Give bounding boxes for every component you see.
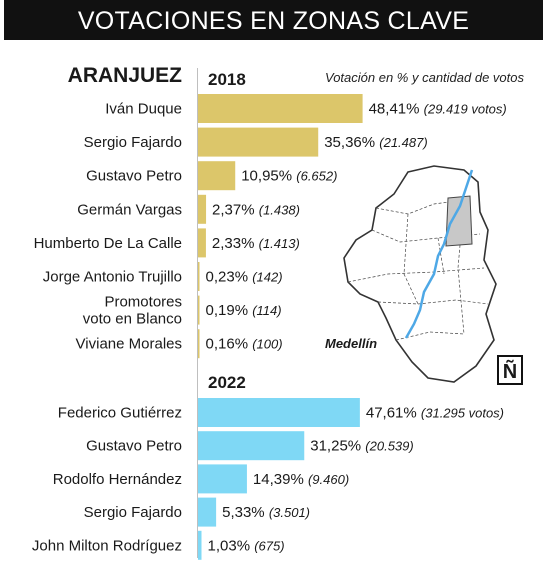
value-label-2018-4: 2,33% (1.413)	[212, 235, 300, 252]
value-label-2018-3: 2,37% (1.438)	[212, 201, 300, 218]
value-label-2022-3: 5,33% (3.501)	[222, 504, 310, 521]
bar-2018-2	[198, 161, 236, 191]
bar-2022-3	[198, 497, 217, 527]
value-label-2022-2: 14,39% (9.460)	[253, 471, 349, 488]
year-2022-label: 2022	[208, 373, 246, 392]
category-label-2018-1: Sergio Fajardo	[84, 134, 182, 151]
bar-2018-1	[198, 127, 319, 157]
category-label-2018-5: Jorge Antonio Trujillo	[43, 269, 182, 286]
value-label-2018-6: 0,19% (114)	[206, 302, 282, 319]
category-label-2018-4: Humberto De La Calle	[34, 235, 182, 252]
aranjuez-zone	[445, 195, 473, 247]
value-label-2022-4: 1,03% (675)	[208, 537, 285, 554]
city-label: Medellín	[325, 336, 378, 351]
bar-2018-0	[198, 94, 363, 123]
bar-2022-0	[198, 398, 360, 427]
category-label-2018-0: Iván Duque	[105, 101, 182, 118]
value-label-2022-0: 47,61% (31.295 votos)	[366, 405, 504, 422]
category-label-2022-2: Rodolfo Hernández	[53, 471, 182, 488]
category-label-2022-0: Federico Gutiérrez	[58, 405, 182, 422]
category-label-2018-2: Gustavo Petro	[86, 168, 182, 185]
value-label-2018-1: 35,36% (21.487)	[324, 134, 427, 151]
bar-2018-7	[198, 329, 200, 359]
bar-2018-6	[198, 295, 200, 325]
value-label-2018-0: 48,41% (29.419 votos)	[369, 101, 507, 118]
bar-2022-1	[198, 431, 305, 461]
category-label-2018-3: Germán Vargas	[77, 201, 182, 218]
map-icon	[343, 165, 497, 383]
value-label-2018-5: 0,23% (142)	[206, 269, 283, 286]
chart-title: VOTACIONES EN ZONAS CLAVE	[4, 0, 543, 40]
axis-divider	[197, 68, 198, 558]
year-2018-label: 2018	[208, 70, 246, 89]
bar-2018-4	[198, 228, 206, 258]
bar-2022-4	[198, 530, 202, 560]
value-label-2018-2: 10,95% (6.652)	[241, 168, 337, 185]
category-label-2022-3: Sergio Fajardo	[84, 504, 182, 521]
zone-label: ARANJUEZ	[67, 64, 182, 87]
bar-2018-5	[198, 262, 200, 291]
value-label-2022-1: 31,25% (20.539)	[310, 438, 413, 455]
category-label-2022-1: Gustavo Petro	[86, 438, 182, 455]
north-icon: Ñ	[497, 355, 523, 385]
category-label-2022-4: John Milton Rodríguez	[32, 537, 182, 554]
river-icon	[404, 169, 474, 339]
bar-2022-2	[198, 464, 247, 494]
category-label-2018-7: Viviane Morales	[76, 336, 182, 353]
district-lines	[347, 199, 489, 341]
value-label-2018-7: 0,16% (100)	[206, 336, 283, 353]
category-label-2018-6: Promotores voto en Blanco	[83, 294, 182, 328]
bar-2018-3	[198, 194, 207, 224]
chart-subtitle: Votación en % y cantidad de votos	[325, 70, 524, 85]
medellin-map	[338, 164, 498, 391]
